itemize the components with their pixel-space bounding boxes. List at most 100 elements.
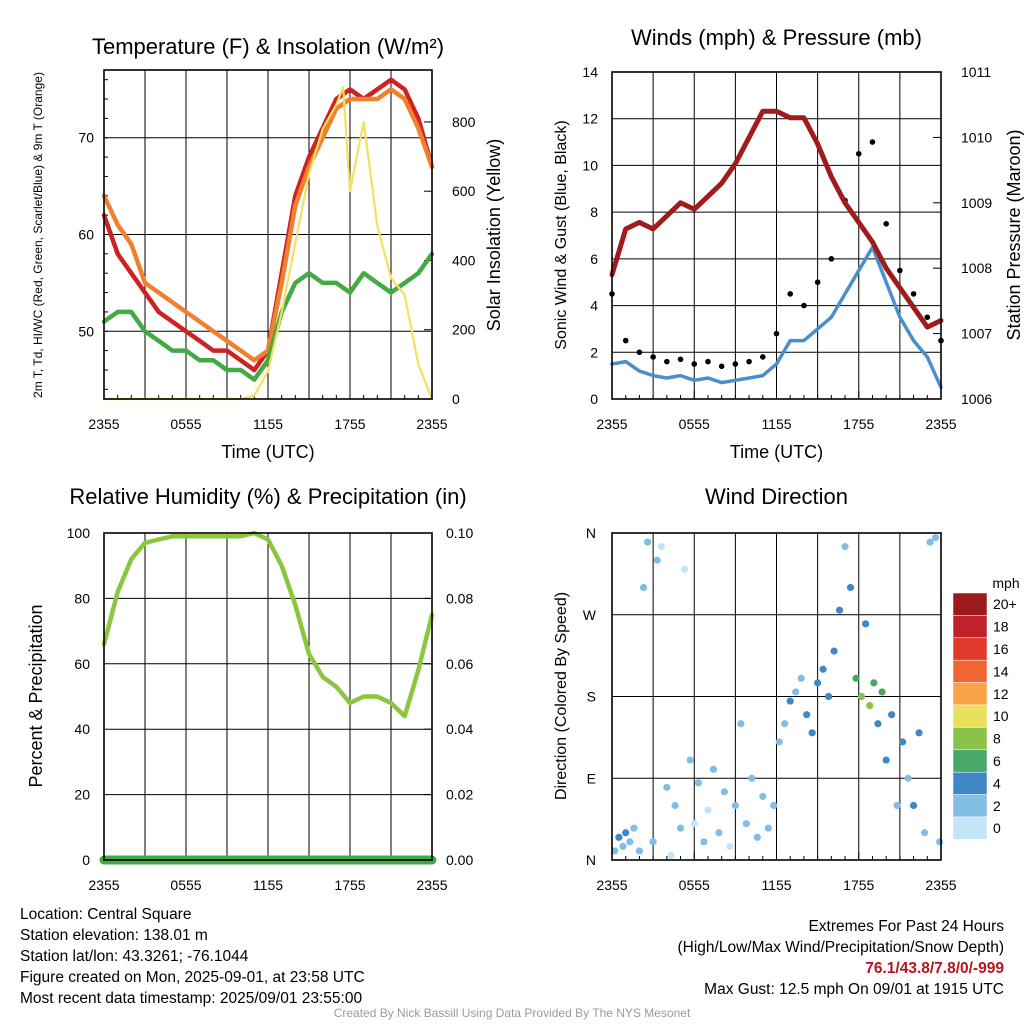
x-axis-label: Time (UTC) [730,442,823,462]
direction-point [909,801,918,810]
gust-point [773,330,780,337]
y2-tick-label: 0.00 [446,852,473,868]
chart-title: Relative Humidity (%) & Precipitation (i… [69,484,466,509]
direction-point [720,788,729,796]
direction-point [657,543,665,551]
y-tick-label: 2 [590,344,598,360]
y-tick-label: E [587,770,596,786]
credit-line: Created By Nick Bassill Using Data Provi… [333,1006,691,1020]
direction-point [737,720,745,728]
legend-label: 2 [993,798,1001,814]
legend-swatch [952,727,988,751]
y2-tick-label: 0 [452,391,460,407]
station-latlon: Station lat/lon: 43.3261; -76.1044 [20,948,249,965]
direction-point [899,738,907,746]
y-tick-label: 0 [590,391,598,407]
direction-point [630,824,638,832]
y-axis-label: 2m T, Td, HI/WC (Red, Green, Scarlet/Blu… [31,72,45,398]
x-tick-label: 1155 [761,877,791,893]
wind-line [610,245,943,390]
y2-tick-label: 800 [452,114,476,130]
direction-point [759,792,767,801]
legend-label: 14 [993,663,1009,679]
y-tick-label: N [586,525,596,541]
x-tick-label: 2355 [416,416,447,432]
direction-point [824,692,833,701]
direction-point [803,711,811,719]
direction-point [748,774,756,782]
gust-point [746,358,752,365]
plot-frame [611,71,942,400]
direction-point [888,711,896,719]
direction-point [775,738,783,746]
direction-point [786,697,794,705]
legend-swatch [952,592,988,616]
gust-point [910,291,917,297]
legend-label: 4 [993,775,1001,791]
gust-point [664,358,670,365]
legend-title: mph [992,575,1019,591]
x-tick-label: 0555 [679,877,710,893]
direction-point [830,647,838,655]
series-line [101,87,435,363]
y-tick-label: 60 [78,227,94,243]
y-tick-label: 80 [74,590,90,606]
direction-point [770,801,778,810]
x-tick-label: 0555 [679,416,710,432]
gust-point [924,314,931,321]
legend-label: 0 [993,820,1001,836]
chart-title: Winds (mph) & Pressure (mb) [631,25,922,50]
gust-point [869,139,876,145]
y-tick-label: W [583,607,597,623]
direction-point [676,824,685,832]
direction-point [819,665,827,673]
gust-point [718,363,725,370]
direction-point [814,679,822,687]
recent-timestamp: Most recent data timestamp: 2025/09/01 2… [20,990,363,1007]
direction-point [764,824,772,832]
direction-point [644,538,652,546]
direction-point [686,756,694,764]
y-axis-label: Sonic Wind & Gust (Blue, Black) [553,120,570,349]
direction-point [920,829,929,837]
x-tick-label: 1755 [334,877,365,893]
y-axis-label: Direction (Colored By Speed) [553,592,570,800]
direction-point [781,720,789,728]
y-tick-label: 60 [74,656,90,672]
legend-label: 8 [993,731,1001,747]
direction-point [753,833,761,841]
gust-point [650,354,656,360]
direction-point [694,779,702,787]
gust-point [787,291,794,297]
legend-label: 20+ [993,596,1017,612]
figure-created: Figure created on Mon, 2025-09-01, at 23… [20,969,365,986]
gust-point [691,361,698,367]
x-tick-label: 2355 [925,416,956,432]
direction-point [709,765,718,773]
direction-point [635,847,644,855]
direction-point [653,556,661,564]
direction-point [667,851,675,860]
y2-tick-label: 1007 [961,326,992,342]
y2-axis-label: Solar Insolation (Yellow) [484,139,504,331]
direction-point [700,838,708,846]
y-tick-label: 10 [582,157,598,173]
legend-swatch [952,659,988,683]
legend-label: 18 [993,619,1009,635]
y2-tick-label: 0.08 [446,590,473,606]
gust-point [814,279,821,286]
direction-point [742,820,750,828]
y2-tick-label: 200 [452,322,476,338]
direction-point [690,820,698,828]
pressure-line [609,108,944,330]
x-tick-label: 1755 [843,416,874,432]
extremes-values: 76.1/43.8/7.8/0/-999 [865,960,1004,977]
direction-point [866,701,874,710]
direction-point [936,838,944,846]
gust-point [677,356,684,363]
legend-swatch [952,816,988,840]
y-tick-label: 0 [82,852,90,868]
direction-point [874,720,882,728]
legend-label: 16 [993,641,1009,657]
